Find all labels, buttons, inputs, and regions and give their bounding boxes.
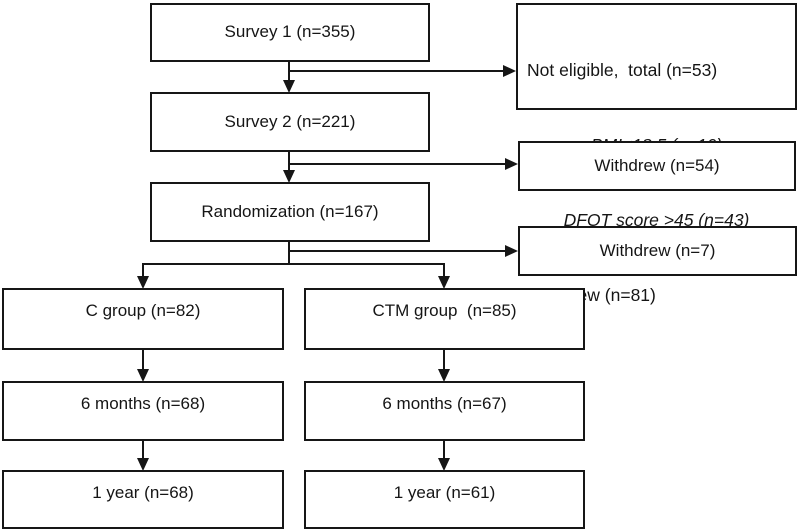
arrowhead-down-randomization-icon [283,170,295,183]
connector-ctmgroup-6months-line [443,350,445,369]
arrowhead-down-cgroup-icon [137,276,149,289]
arrowhead-down-ctmgroup-1year-icon [438,458,450,471]
ctm-group-6months-box: 6 months (n=67) [304,381,585,441]
connector-branch-ctmgroup-line [443,263,445,277]
arrowhead-down-cgroup-6months-icon [137,369,149,382]
not-eligible-box: Not eligible, total (n=53) BMI<18.5 (n=1… [516,3,797,305]
branch-horizontal-line [142,263,445,265]
c-group-box: C group (n=82) [2,288,284,350]
connector-survey1-survey2-line [288,62,290,83]
not-eligible-total-line: Not eligible, total (n=53) [527,60,718,80]
not-eligible-dfot-line: DFOT score >45 (n=43) [563,210,750,230]
survey1-box: Survey 1 (n=355) [150,3,430,62]
connector-cgroup-1year-line [142,441,144,458]
withdrew-survey2-box: Withdrew (n=54) [518,141,796,191]
c-group-1year-box: 1 year (n=68) [2,470,284,529]
connector-randomization-branch-line [288,242,290,265]
arrowhead-down-ctmgroup-icon [438,276,450,289]
arrowhead-right-withdrew7-icon [505,245,518,257]
connector-branch-cgroup-line [142,263,144,277]
connector-randomization-withdrew7-line [289,250,506,252]
randomization-box: Randomization (n=167) [150,182,430,242]
arrowhead-right-withdrew54-icon [505,158,518,170]
arrowhead-down-cgroup-1year-icon [137,458,149,471]
connector-ctmgroup-1year-line [443,441,445,458]
arrowhead-down-survey2-icon [283,80,295,93]
arrowhead-down-ctmgroup-6months-icon [438,369,450,382]
ctm-group-box: CTM group (n=85) [304,288,585,350]
survey2-box: Survey 2 (n=221) [150,92,430,152]
connector-survey2-randomization-line [288,152,290,171]
ctm-group-1year-box: 1 year (n=61) [304,470,585,529]
c-group-6months-box: 6 months (n=68) [2,381,284,441]
connector-survey2-withdrew54-line [289,163,506,165]
connector-cgroup-6months-line [142,350,144,369]
connector-survey1-noteligible-line [289,70,505,72]
arrowhead-right-noteligible-icon [503,65,516,77]
withdrew-randomization-box: Withdrew (n=7) [518,226,797,276]
